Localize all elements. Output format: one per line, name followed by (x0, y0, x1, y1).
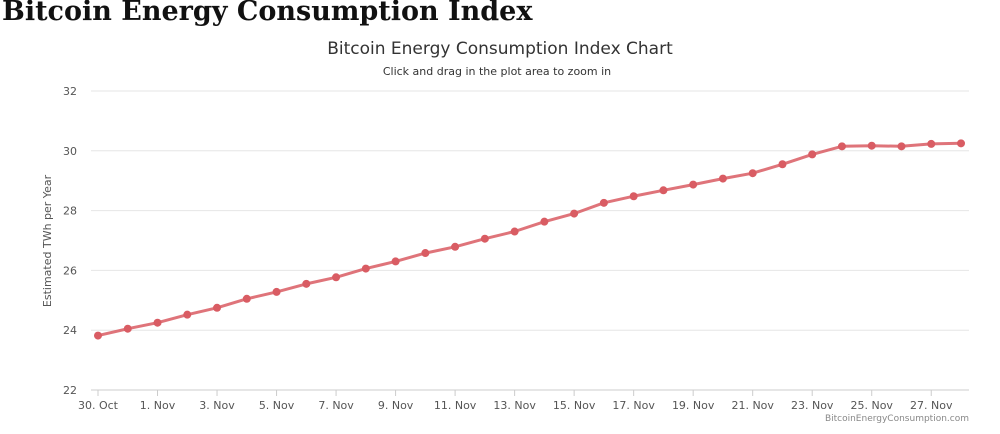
data-point[interactable] (778, 160, 787, 169)
data-point[interactable] (957, 139, 965, 148)
data-point[interactable] (272, 287, 281, 296)
data-point[interactable] (718, 174, 727, 183)
x-tick-label: 1. Nov (140, 399, 176, 412)
data-point[interactable] (332, 273, 341, 282)
series-line[interactable] (96, 141, 963, 338)
x-tick-label: 15. Nov (553, 399, 596, 412)
x-tick-label: 17. Nov (612, 399, 655, 412)
x-tick-label: 5. Nov (259, 399, 295, 412)
x-tick-label: 27. Nov (910, 399, 953, 412)
x-tick-label: 3. Nov (199, 399, 235, 412)
x-tick-label: 9. Nov (378, 399, 414, 412)
x-tick-label: 21. Nov (731, 399, 774, 412)
x-tick-label: 23. Nov (791, 399, 834, 412)
data-point[interactable] (837, 142, 846, 151)
chart-credit[interactable]: BitcoinEnergyConsumption.com (825, 414, 969, 424)
data-point[interactable] (689, 180, 698, 189)
data-point[interactable] (94, 331, 102, 340)
series-layer[interactable] (94, 139, 965, 340)
data-point[interactable] (629, 192, 638, 201)
x-tick-label: 11. Nov (434, 399, 477, 412)
chart-subtitle: Click and drag in the plot area to zoom … (383, 65, 611, 78)
data-point[interactable] (451, 242, 460, 251)
data-point[interactable] (153, 318, 162, 327)
data-point[interactable] (123, 324, 132, 333)
y-tick-label-32: 32 (63, 85, 77, 98)
data-point[interactable] (599, 198, 608, 207)
y-tick-label-22: 22 (63, 384, 77, 397)
x-tick-label: 19. Nov (672, 399, 715, 412)
data-point[interactable] (213, 303, 222, 312)
data-point[interactable] (242, 294, 251, 303)
data-point[interactable] (927, 139, 936, 148)
axis-layer: 22 24 26 28 30 32 30. Oct 1. Nov 3. Nov 5. Nov 7. … (63, 85, 969, 412)
page-heading: Bitcoin Energy Consumption Index (2, 0, 533, 27)
y-tick-label-26: 26 (63, 264, 77, 277)
x-tick-label: 25. Nov (850, 399, 893, 412)
x-tick-label: 13. Nov (493, 399, 536, 412)
y-tick-label-30: 30 (63, 145, 77, 158)
data-point[interactable] (659, 186, 668, 195)
y-axis-title: Estimated TWh per Year (41, 174, 54, 307)
data-point[interactable] (421, 249, 430, 258)
data-point[interactable] (867, 141, 876, 150)
y-tick-label-24: 24 (63, 324, 77, 337)
x-tick-label: 30. Oct (78, 399, 119, 412)
data-point[interactable] (183, 310, 192, 319)
data-point[interactable] (897, 142, 906, 151)
chart-title: Bitcoin Energy Consumption Index Chart (327, 39, 673, 59)
data-point[interactable] (808, 150, 817, 159)
data-point[interactable] (302, 279, 311, 288)
y-tick-label-28: 28 (63, 205, 77, 218)
data-point[interactable] (391, 257, 400, 266)
data-point[interactable] (480, 234, 489, 243)
data-point[interactable] (570, 209, 579, 218)
data-point[interactable] (748, 169, 757, 178)
data-point[interactable] (510, 227, 519, 236)
data-point[interactable] (540, 217, 549, 226)
x-tick-label: 7. Nov (318, 399, 354, 412)
grid-layer (91, 90, 969, 331)
data-point[interactable] (361, 264, 370, 273)
